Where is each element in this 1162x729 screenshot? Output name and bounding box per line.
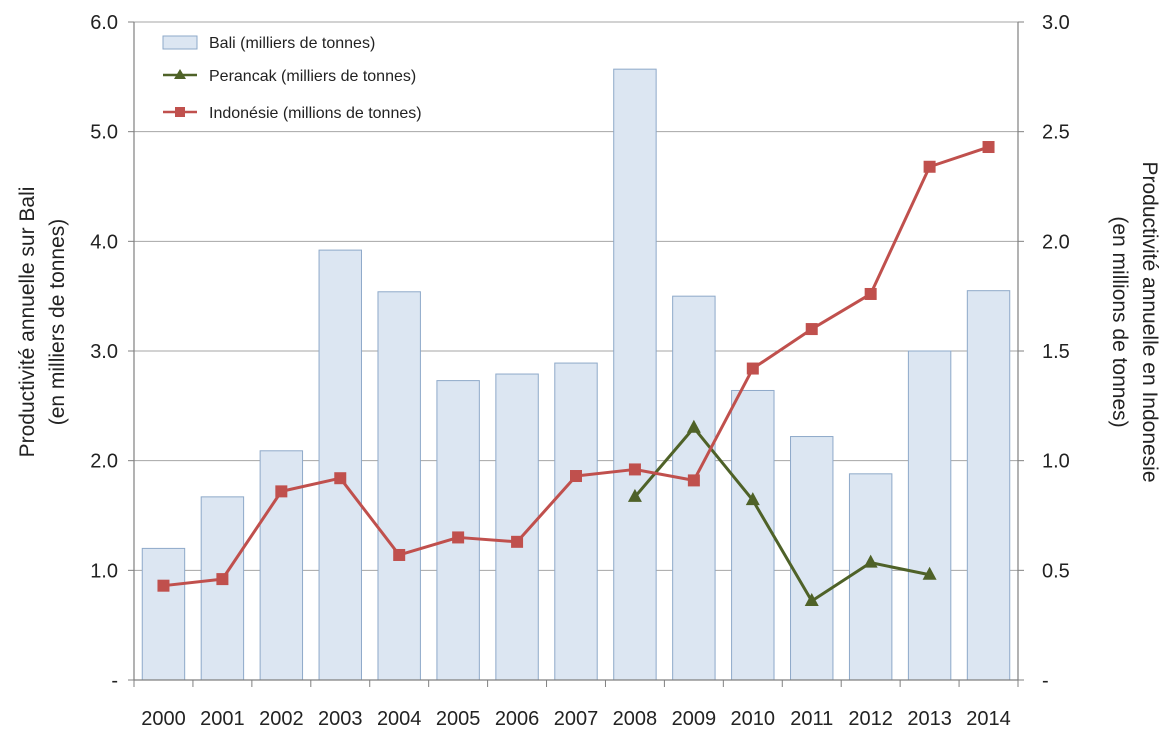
x-tick-label: 2009 [672,708,717,729]
x-tick-label: 2001 [200,708,245,729]
right-tick-label: 1.0 [1042,451,1070,473]
left-tick-label: 1.0 [90,560,118,582]
series-markers [157,141,995,607]
indonesie-marker [746,362,759,375]
left-tick-label: 6.0 [90,12,118,34]
perancak-marker [863,554,878,568]
left-axis-title-line1: Productivité annuelle sur Bali [16,187,39,458]
legend-swatch-bali [162,35,198,50]
x-tick-label: 2003 [318,708,363,729]
x-tick-label: 2004 [377,708,422,729]
bar-bali [200,496,245,681]
left-tick-label: 4.0 [90,231,118,253]
perancak-marker [686,419,701,433]
bali-bars [141,68,1011,681]
right-tick-label: 0.5 [1042,560,1070,582]
indonesie-marker [923,160,936,173]
x-tick-label: 2012 [848,708,893,729]
bar-bali [141,547,186,681]
x-tick-label: 2010 [731,708,776,729]
x-tick-label: 2007 [554,708,599,729]
indonesie-marker [275,485,288,498]
x-tick-label: 2006 [495,708,540,729]
perancak-marker [627,488,642,502]
perancak-marker [804,593,819,607]
right-tick-label: 3.0 [1042,12,1070,34]
x-tick-label: 2011 [790,708,833,729]
bar-bali [436,380,480,681]
bar-bali [731,389,775,681]
x-tick-label: 2014 [966,708,1011,729]
left-tick-label: 3.0 [90,341,118,363]
bar-bali [554,362,598,681]
legend: Bali (milliers de tonnes) Perancak (mill… [162,35,422,122]
bar-bali [377,291,421,681]
bar-bali [672,295,716,681]
indonesie-marker [982,141,995,154]
legend-marker-perancak [174,69,186,79]
indonesie-marker [452,531,465,544]
indonesie-marker [334,472,347,485]
axes [128,21,1024,687]
indonesie-marker [687,474,700,487]
indonesie-marker [216,573,229,586]
indonesie-marker [570,470,582,483]
bar-bali [790,436,834,681]
legend-label-perancak: Perancak (milliers de tonnes) [209,68,416,85]
legend-label-indonesie: Indonésie (millions de tonnes) [209,105,422,122]
left-tick-label: - [111,670,118,692]
bar-bali [848,473,893,681]
right-tick-label: 1.5 [1042,341,1070,363]
x-tick-label: 2005 [436,708,481,729]
indonesie-marker [864,287,877,300]
x-tick-label: 2013 [907,708,952,729]
right-axis-title-line1: Productivité annuelle en Indonesie [1138,161,1161,482]
perancak-line [633,426,930,603]
indonesie-marker [628,463,641,476]
right-tick-label: - [1042,670,1049,692]
bar-bali [613,68,657,681]
right-tick-label: 2.5 [1042,122,1070,144]
indonesie-marker [511,535,524,548]
legend-marker-indonesie [175,107,185,117]
x-tick-label: 2002 [259,708,304,729]
x-tick-label: 2000 [141,708,186,729]
indonesie-marker [805,323,818,336]
tick-labels: - 1.0 2.0 3.0 4.0 5.0 6.0 - 0.5 1.0 1.5 2.0 2.5 3.0 20… [90,12,1070,729]
left-axis-title-line2: (en milliers de tonnes) [46,219,69,426]
bar-bali [907,350,952,681]
right-tick-label: 2.0 [1042,231,1070,253]
legend-label-bali: Bali (milliers de tonnes) [209,35,375,52]
left-tick-label: 2.0 [90,451,118,473]
bar-bali [259,450,304,681]
indonesie-marker [393,548,406,561]
left-tick-label: 5.0 [90,122,118,144]
right-axis-title-line2: (en millions de tonnes) [1108,216,1131,427]
indonesie-marker [157,579,170,592]
perancak-marker [745,492,760,506]
x-tick-label: 2008 [613,708,658,729]
perancak-marker [922,566,937,580]
bar-bali [966,290,1011,681]
bar-bali [318,249,362,681]
